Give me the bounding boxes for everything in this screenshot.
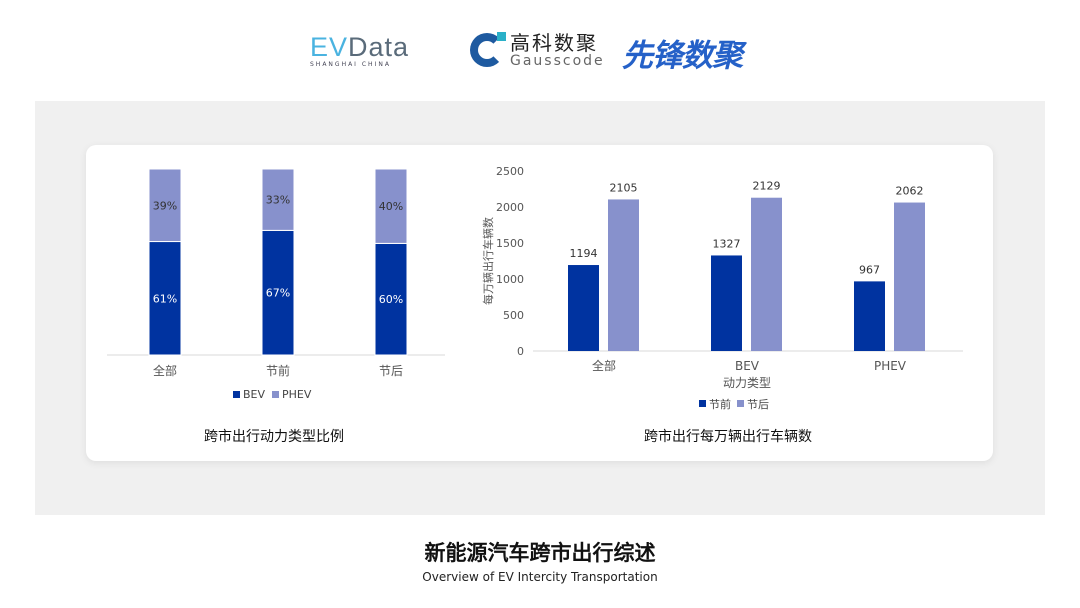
y-tick-label: 0 [517, 345, 524, 358]
page-subtitle: Overview of EV Intercity Transportation [422, 570, 658, 584]
data-label: 2129 [753, 180, 781, 193]
x-tick-label: 节后 [379, 364, 403, 378]
legend-label: 节前 [709, 397, 731, 411]
data-label: 60% [379, 293, 403, 306]
legend-label: 节后 [747, 398, 769, 411]
bar-after [608, 199, 639, 351]
legend-label: PHEV [282, 388, 312, 401]
x-tick-label: BEV [735, 359, 760, 373]
bar-before [854, 281, 885, 351]
legend-label: BEV [243, 388, 265, 401]
bar-after [894, 202, 925, 351]
legend-swatch [699, 400, 706, 407]
evdata-logo: EVData SHANGHAI CHINA [310, 32, 409, 68]
data-label: 40% [379, 200, 403, 213]
x-tick-label: 全部 [153, 363, 177, 378]
page-title: 新能源汽车跨市出行综述 [424, 541, 656, 565]
data-label: 2062 [896, 185, 924, 198]
data-label: 1194 [570, 247, 598, 260]
chart-card [86, 145, 993, 461]
bar-before [711, 255, 742, 351]
x-tick-label: 节前 [266, 363, 290, 378]
y-tick-label: 500 [503, 309, 524, 322]
y-axis-title: 每万辆出行车辆数 [481, 217, 495, 305]
legend-swatch [233, 391, 240, 398]
bar-bev [374, 242, 408, 356]
logos: EVData SHANGHAI CHINA 高科数聚 Gausscode 先锋数聚 [0, 26, 1080, 76]
x-axis-title: 动力类型 [723, 376, 771, 390]
legend-swatch [272, 391, 279, 398]
xianfeng-logo: 先锋数聚 [622, 38, 743, 74]
data-label: 39% [153, 199, 177, 212]
chart-title: 跨市出行每万辆出行车辆数 [644, 428, 812, 445]
evdata-logo-data: Data [348, 32, 410, 62]
data-label: 61% [153, 292, 177, 305]
gausscode-en: Gausscode [510, 53, 605, 69]
data-label: 1327 [713, 237, 741, 250]
bar-phev [374, 168, 408, 244]
data-label: 2105 [610, 181, 638, 194]
bar-phev [148, 168, 182, 243]
y-tick-label: 2500 [496, 165, 524, 178]
gausscode-mark-icon [470, 32, 506, 67]
bar-before [568, 265, 599, 351]
bar-after [751, 197, 782, 351]
bar-phev [261, 168, 295, 231]
x-tick-label: 全部 [592, 358, 616, 373]
y-tick-label: 1500 [496, 237, 524, 250]
y-tick-label: 1000 [496, 273, 524, 286]
chart-title: 跨市出行动力类型比例 [204, 428, 344, 445]
gausscode-cn: 高科数聚 [510, 31, 598, 55]
gausscode-logo: 高科数聚 Gausscode [470, 32, 605, 68]
data-label: 967 [859, 263, 880, 276]
evdata-logo-ev: EV [310, 32, 349, 62]
evdata-logo-sub: SHANGHAI CHINA [310, 61, 391, 68]
y-tick-label: 2000 [496, 201, 524, 214]
data-label: 67% [266, 287, 290, 300]
x-tick-label: PHEV [874, 359, 907, 373]
legend-swatch [737, 400, 744, 407]
data-label: 33% [266, 194, 290, 207]
